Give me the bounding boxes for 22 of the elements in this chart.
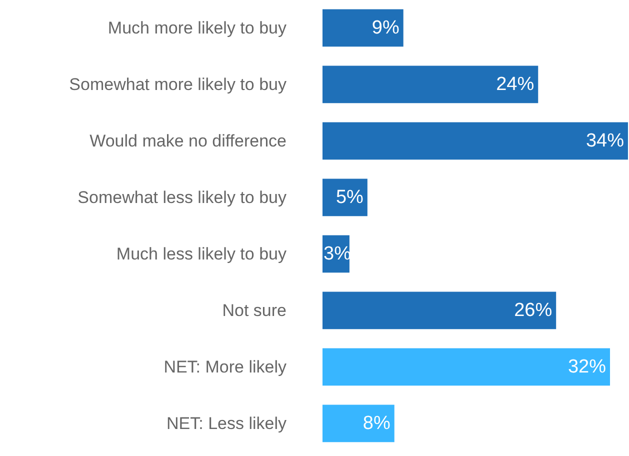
- bar: [322, 292, 556, 330]
- bar: [322, 9, 404, 47]
- y-tick-label: Somewhat more likely to buy: [69, 74, 287, 94]
- bar: [322, 122, 628, 160]
- data-label: 34%: [586, 130, 624, 152]
- bar: [322, 404, 394, 442]
- y-tick-label: Somewhat less likely to buy: [78, 188, 287, 207]
- data-label: 26%: [514, 300, 552, 321]
- data-label: 24%: [496, 74, 534, 95]
- bar: [322, 348, 610, 386]
- data-label: 8%: [362, 412, 390, 434]
- y-tick-label: Would make no difference: [90, 131, 287, 150]
- y-tick-label: Much less likely to buy: [116, 244, 287, 264]
- data-label: 3%: [324, 243, 352, 264]
- bar: [322, 66, 538, 104]
- y-tick-label: Much more likely to buy: [108, 18, 287, 38]
- data-label: 5%: [336, 186, 364, 208]
- data-label: 32%: [568, 356, 606, 378]
- data-label: 9%: [372, 17, 400, 38]
- y-tick-label: Not sure: [222, 300, 286, 320]
- y-tick-label: NET: Less likely: [166, 414, 287, 433]
- y-tick-label: NET: More likely: [164, 357, 287, 376]
